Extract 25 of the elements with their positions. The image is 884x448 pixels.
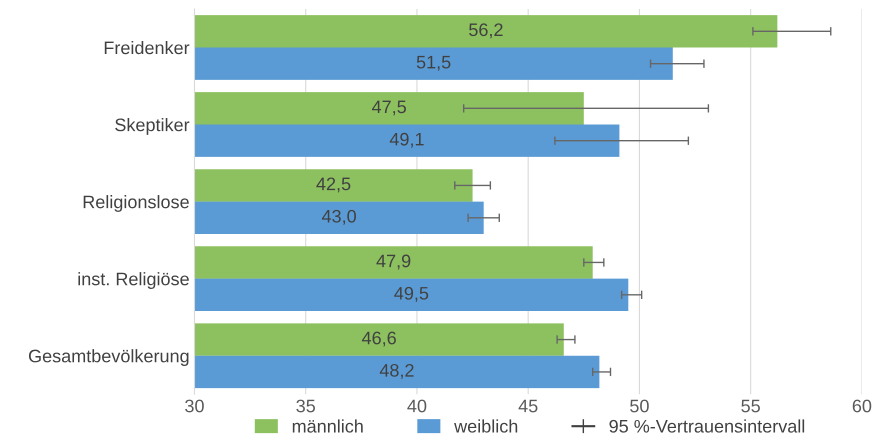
y-tick-label: Gesamtbevölkerung <box>28 349 188 366</box>
data-label: 42,5 <box>316 177 350 192</box>
data-label: 49,1 <box>390 132 424 148</box>
data-label: 47,5 <box>372 100 406 116</box>
x-tick-label: 50 <box>630 400 649 412</box>
y-tick-label: Freidenker <box>104 40 190 54</box>
data-label: 47,9 <box>376 254 410 270</box>
x-tick-label: 30 <box>185 400 204 412</box>
text: 95 %-Vertrauensintervall <box>609 419 804 433</box>
data-label: 49,5 <box>394 286 428 302</box>
y-tick-label: Skeptiker <box>115 118 190 135</box>
legend-label: weiblich <box>454 419 518 433</box>
x-tick-label: 40 <box>407 400 426 412</box>
data-label: 48,2 <box>380 364 414 379</box>
data-label: 46,6 <box>362 332 396 347</box>
y-tick-label: inst. Religiöse <box>78 272 189 289</box>
data-label: 43,0 <box>322 210 356 225</box>
x-tick-label: 60 <box>852 400 872 412</box>
data-label: 56,2 <box>469 23 503 38</box>
x-tick-label: 45 <box>518 400 538 412</box>
data-label: 51,5 <box>416 56 450 71</box>
y-tick-label: Religionslose <box>84 195 189 212</box>
legend-label: männlich <box>292 419 363 433</box>
x-tick-label: 55 <box>741 400 760 412</box>
x-tick-label: 35 <box>296 400 315 412</box>
